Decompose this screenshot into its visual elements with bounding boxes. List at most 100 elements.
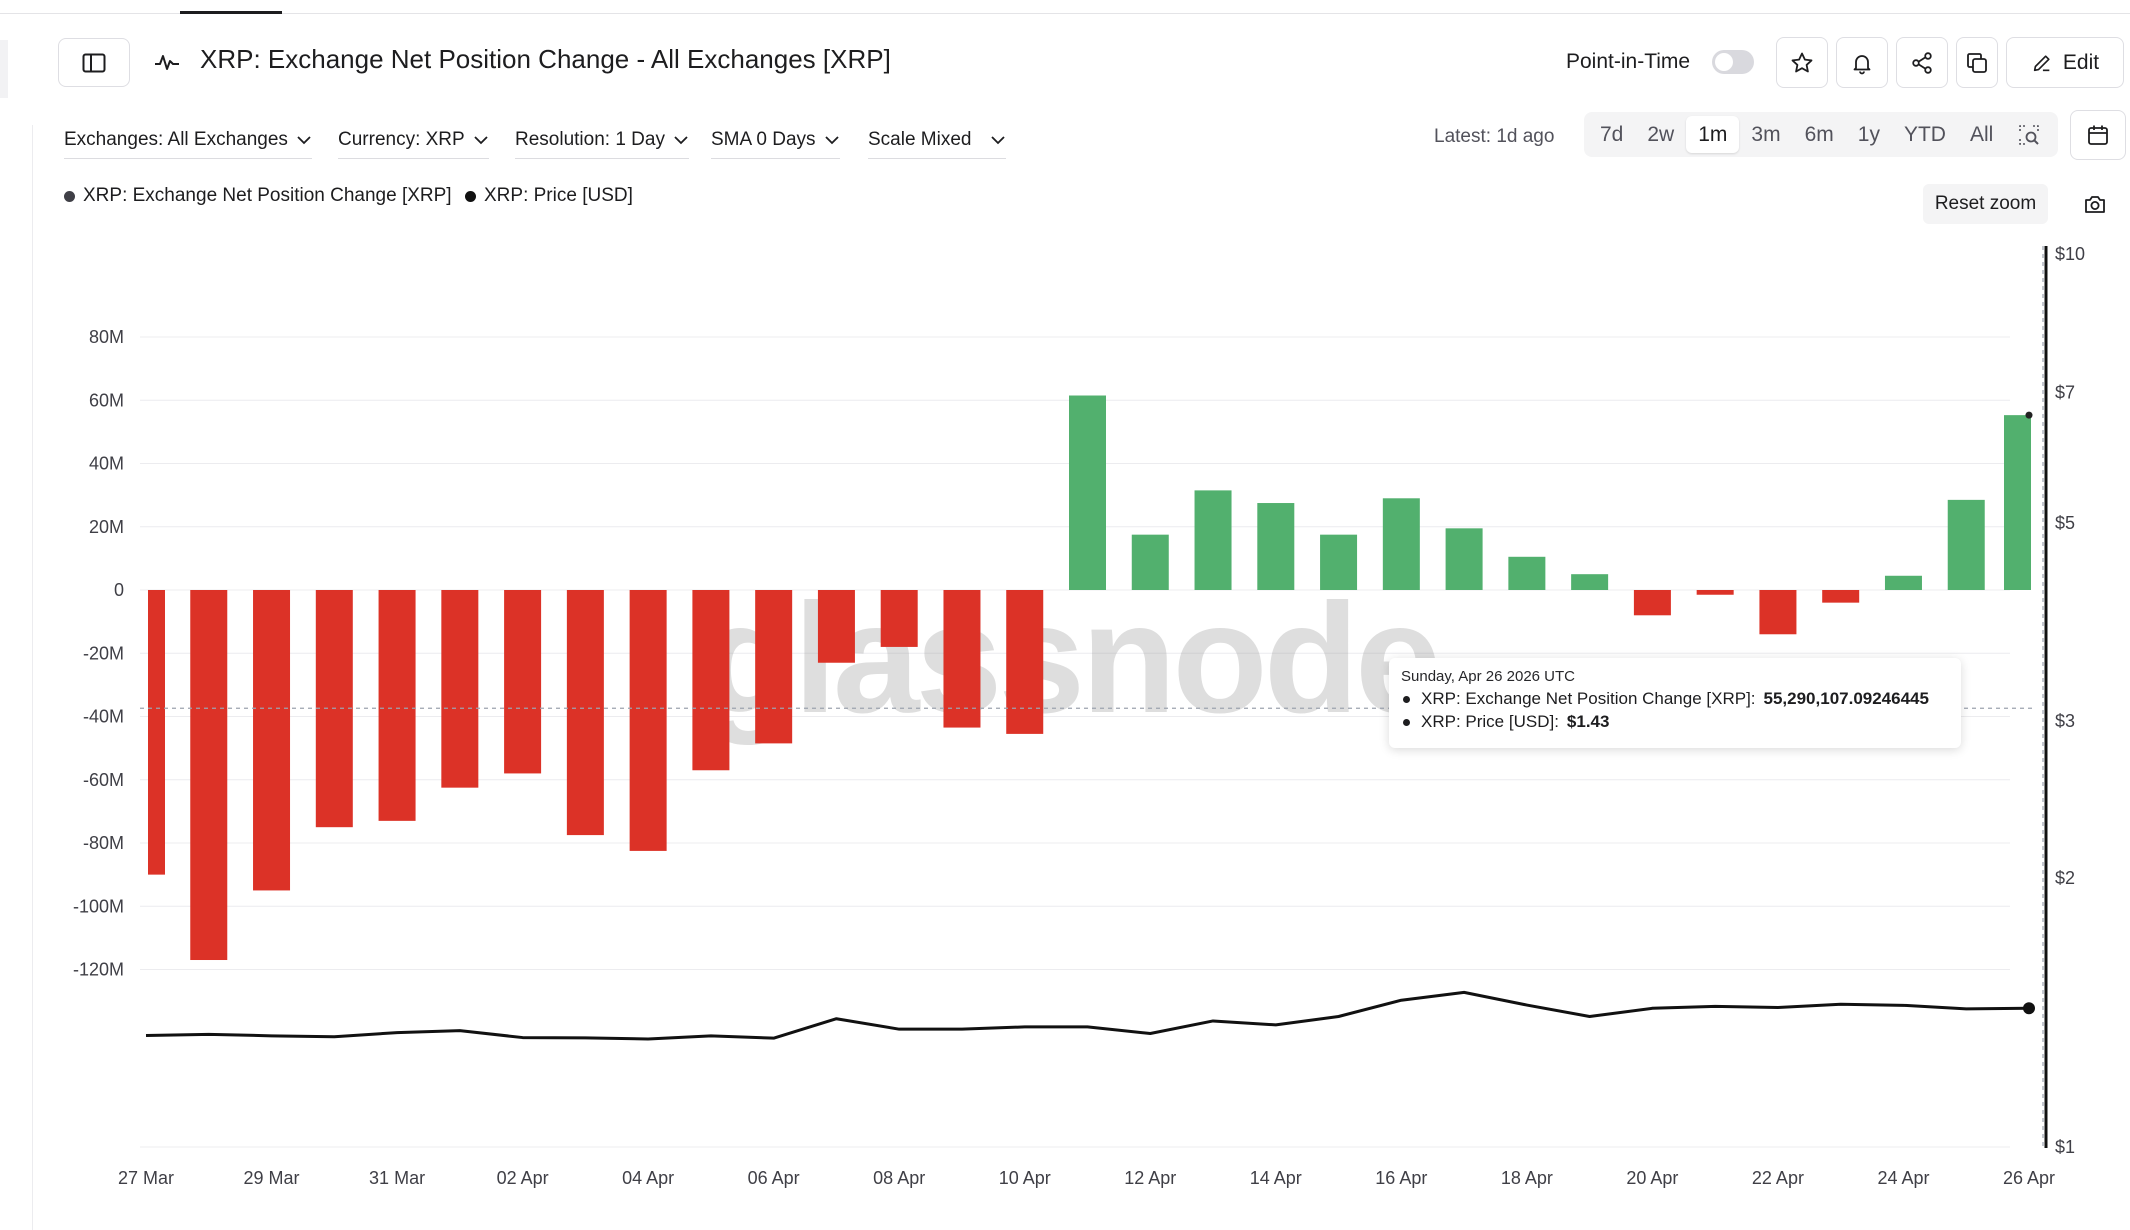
bar <box>1884 575 1922 590</box>
bar <box>629 590 667 851</box>
legend-swatch <box>465 190 476 202</box>
bar <box>1006 590 1044 734</box>
tooltip-bullet <box>1403 695 1410 703</box>
range-3m[interactable]: 3m <box>1751 122 1781 146</box>
price-marker <box>2023 1002 2035 1015</box>
x-tick-label: 14 Apr <box>1250 1168 1302 1188</box>
range-7d[interactable]: 7d <box>1600 122 1624 146</box>
x-tick-label: 22 Apr <box>1752 1168 1804 1188</box>
y-right-tick-label: $10 <box>2055 244 2085 264</box>
range-1y[interactable]: 1y <box>1857 122 1880 146</box>
range-1m[interactable]: 1m <box>1686 116 1740 153</box>
camera-icon <box>2085 196 2105 213</box>
bar <box>880 590 918 647</box>
chart-tooltip: Sunday, Apr 26 2026 UTC XRP: Exchange Ne… <box>1389 658 1961 748</box>
tooltip-price-value: $1.43 <box>1566 712 1610 731</box>
resolution-filter[interactable]: Resolution: 1 Day <box>515 124 689 159</box>
bar <box>1382 498 1420 590</box>
legend-item-net-position[interactable]: XRP: Exchange Net Position Change [XRP] <box>64 185 452 207</box>
x-tick-label: 18 Apr <box>1501 1168 1553 1188</box>
scale-filter-label: Scale Mixed <box>868 129 972 150</box>
bar <box>1131 534 1169 590</box>
bar <box>190 590 228 961</box>
x-tick-label: 31 Mar <box>369 1168 425 1188</box>
legend-label: XRP: Price [USD] <box>484 185 633 206</box>
time-range-selector: 7d 2w 1m 3m 6m 1y YTD All <box>1584 112 2058 157</box>
x-tick-label: 20 Apr <box>1626 1168 1678 1188</box>
scale-filter[interactable]: Scale Mixed <box>868 124 1006 159</box>
bar <box>378 590 416 821</box>
top-divider <box>0 13 2130 14</box>
range-all[interactable]: All <box>1969 122 1994 146</box>
bar <box>1571 574 1609 590</box>
range-6m[interactable]: 6m <box>1804 122 1834 146</box>
x-tick-label: 29 Mar <box>244 1168 300 1188</box>
edit-button[interactable]: Edit <box>2006 37 2124 88</box>
range-ytd[interactable]: YTD <box>1903 122 1946 146</box>
y-left-tick-label: -120M <box>73 960 124 980</box>
exchanges-filter[interactable]: Exchanges: All Exchanges <box>64 124 312 159</box>
x-tick-label: 24 Apr <box>1877 1168 1929 1188</box>
bar <box>566 590 604 836</box>
bar <box>1069 395 1106 590</box>
bar <box>148 590 165 875</box>
bar <box>1759 590 1797 635</box>
bar <box>2004 415 2031 590</box>
sma-filter-label: SMA 0 Days <box>711 129 816 150</box>
zoom-select-button[interactable] <box>2005 116 2053 153</box>
favorite-button[interactable] <box>1776 37 1828 88</box>
tooltip-row-price: XRP: Price [USD]: $1.43 <box>1401 712 1949 732</box>
screenshot-button[interactable] <box>2068 180 2122 228</box>
left-rail <box>0 40 8 98</box>
pencil-icon <box>2033 54 2050 71</box>
range-2w[interactable]: 2w <box>1647 122 1675 146</box>
tooltip-bullet <box>1403 718 1410 726</box>
duplicate-button[interactable] <box>1956 37 1998 88</box>
point-in-time-toggle[interactable] <box>1712 50 1754 74</box>
page-title: XRP: Exchange Net Position Change - All … <box>200 44 891 74</box>
x-tick-label: 27 Mar <box>118 1168 174 1188</box>
date-picker-button[interactable] <box>2070 110 2126 160</box>
bar <box>817 590 855 663</box>
reset-zoom-button[interactable]: Reset zoom <box>1923 184 2048 224</box>
watermark: glassnode <box>702 572 1438 746</box>
sma-filter[interactable]: SMA 0 Days <box>711 124 840 159</box>
bar <box>1194 490 1232 590</box>
bar <box>1257 503 1295 590</box>
edit-label: Edit <box>2062 50 2100 74</box>
x-tick-label: 26 Apr <box>2003 1168 2055 1188</box>
resolution-filter-label: Resolution: 1 Day <box>515 129 665 150</box>
share-icon <box>1912 51 1932 74</box>
y-left-tick-label: -80M <box>83 833 124 853</box>
share-button[interactable] <box>1896 37 1948 88</box>
tooltip-net-label: XRP: Exchange Net Position Change [XRP]: <box>1421 689 1756 708</box>
bell-icon <box>1853 54 1871 74</box>
y-left-tick-label: 40M <box>89 454 124 474</box>
tooltip-row-net: XRP: Exchange Net Position Change [XRP]:… <box>1401 689 1949 709</box>
sidebar-toggle-icon <box>82 53 106 72</box>
y-left-tick-label: 60M <box>89 390 124 410</box>
currency-filter[interactable]: Currency: XRP <box>338 124 489 159</box>
sidebar-toggle-button[interactable] <box>58 38 130 87</box>
bar <box>1696 590 1734 595</box>
hover-marker <box>2025 411 2033 419</box>
chevron-down-icon <box>674 136 688 145</box>
tooltip-date: Sunday, Apr 26 2026 UTC <box>1401 668 1575 685</box>
chevron-down-icon <box>474 136 488 145</box>
metric-chart-icon <box>155 55 179 70</box>
alert-button[interactable] <box>1836 37 1888 88</box>
y-left-tick-label: -40M <box>83 707 124 727</box>
x-tick-label: 10 Apr <box>999 1168 1051 1188</box>
bar <box>253 590 291 891</box>
x-tick-label: 04 Apr <box>622 1168 674 1188</box>
bar <box>692 590 730 771</box>
y-right-tick-label: $1 <box>2055 1137 2075 1157</box>
legend-item-price[interactable]: XRP: Price [USD] <box>465 185 633 207</box>
star-icon <box>1791 52 1813 72</box>
x-tick-label: 08 Apr <box>873 1168 925 1188</box>
zoom-search-icon <box>2019 124 2040 145</box>
y-left-tick-label: 80M <box>89 327 124 347</box>
y-left-tick-label: 0 <box>114 580 124 600</box>
bar <box>1947 499 1985 590</box>
